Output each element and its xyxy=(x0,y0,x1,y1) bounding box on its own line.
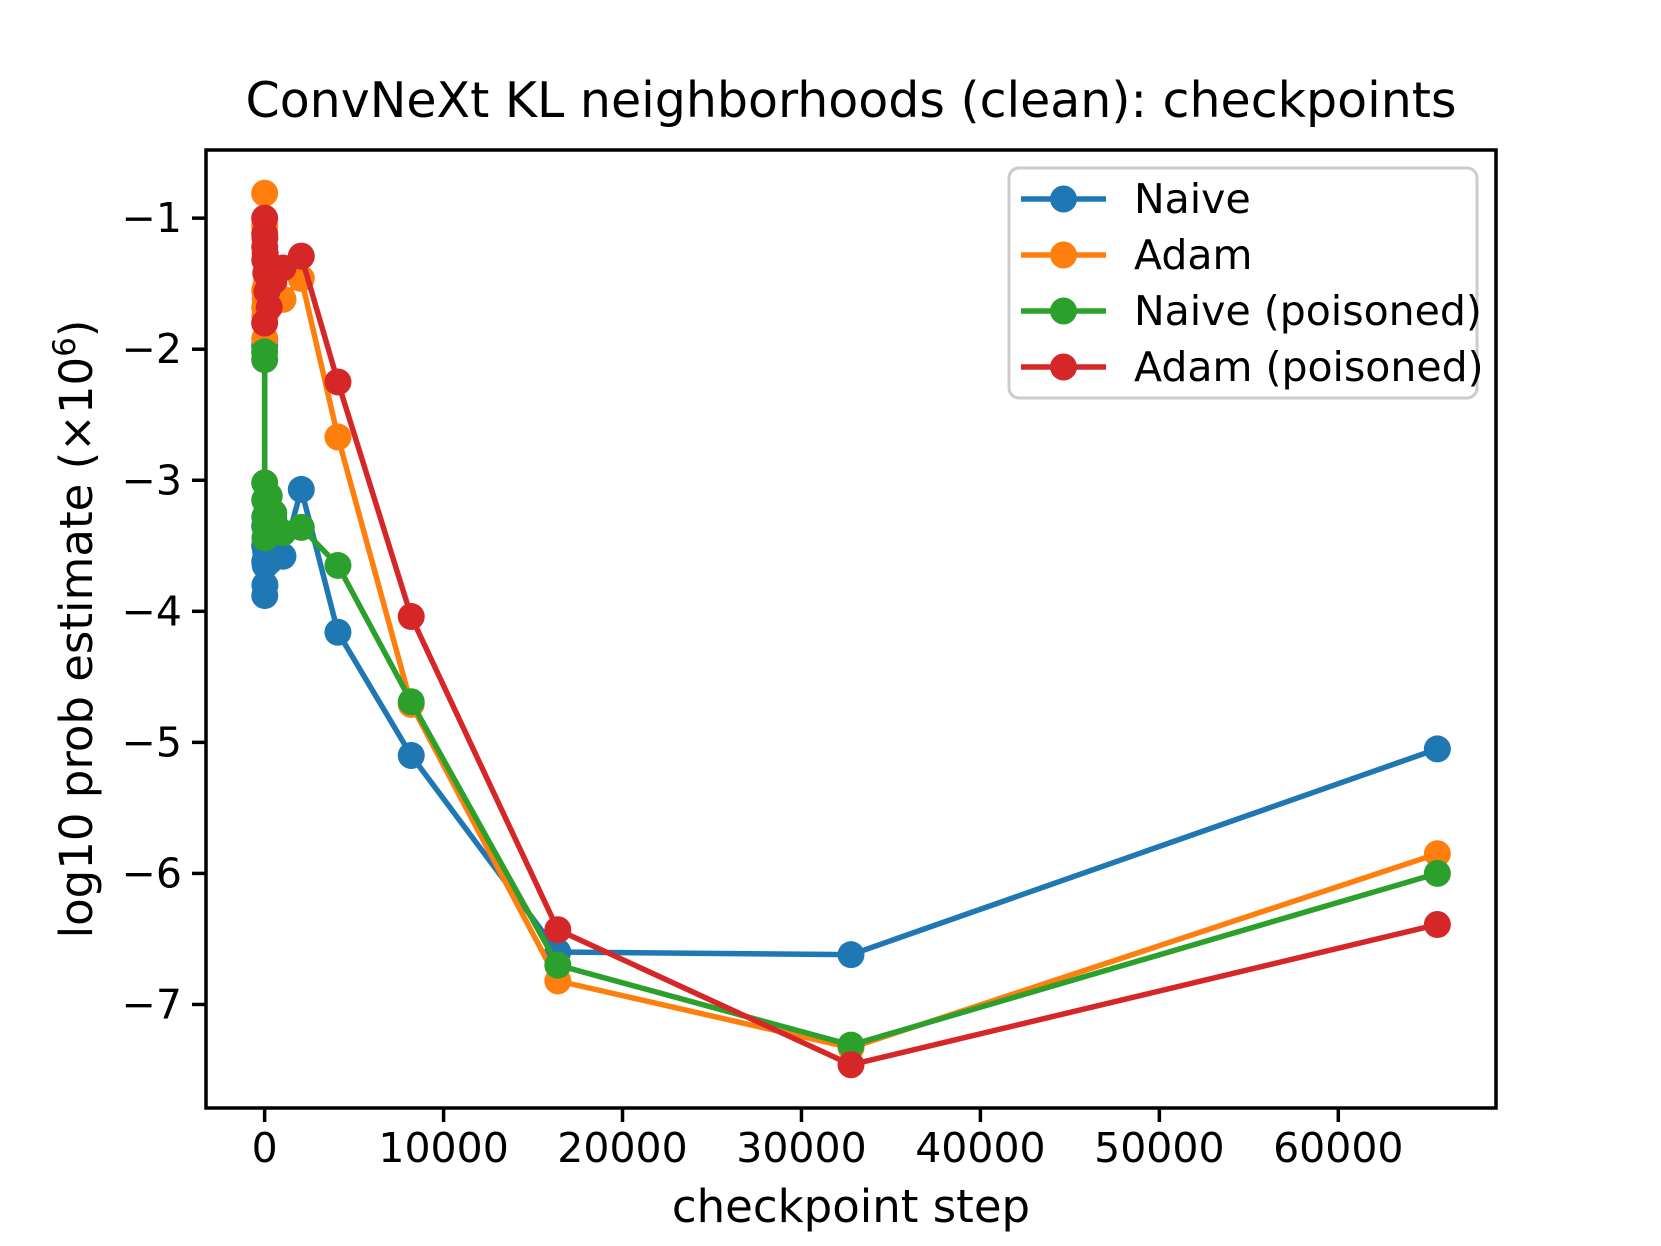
x-tick-label: 20000 xyxy=(557,1124,687,1172)
y-tick-label: −2 xyxy=(122,325,182,373)
y-tick-label: −1 xyxy=(122,194,182,242)
legend-label: Adam xyxy=(1134,231,1252,279)
x-tick-label: 50000 xyxy=(1094,1124,1224,1172)
y-tick-label: −4 xyxy=(122,587,182,635)
y-axis-label-exponent: 6 xyxy=(47,337,83,357)
legend-entry-naive: Naive xyxy=(1021,175,1251,223)
x-axis-label: checkpoint step xyxy=(672,1180,1030,1233)
legend-marker xyxy=(1050,185,1077,213)
x-tick-label: 60000 xyxy=(1273,1124,1403,1172)
axes: 0 10000 20000 30000 40000 50000 60000 −1 −2 −3 −4 −… xyxy=(122,148,1498,1172)
x-tick-label: 10000 xyxy=(378,1124,508,1172)
legend-label: Naive xyxy=(1134,175,1251,223)
y-tick-label: −7 xyxy=(122,980,182,1028)
x-tick-label: 30000 xyxy=(736,1124,866,1172)
data-point-marker xyxy=(324,618,352,646)
legend-entry-naive-poisoned: Naive (poisoned) xyxy=(1021,287,1482,335)
data-point-marker xyxy=(1423,911,1451,939)
data-point-marker xyxy=(397,741,425,769)
legend-marker xyxy=(1050,241,1077,269)
legend-label: Adam (poisoned) xyxy=(1134,343,1484,391)
legend-marker xyxy=(1050,353,1077,381)
data-point-marker xyxy=(255,293,283,321)
y-tick-label: −5 xyxy=(122,718,182,766)
data-point-marker xyxy=(324,423,352,451)
legend-label: Naive (poisoned) xyxy=(1134,287,1482,335)
series-naive-poisoned xyxy=(251,338,1451,1059)
data-point-marker xyxy=(251,346,279,374)
plot-spines xyxy=(204,148,1498,1110)
data-point-marker xyxy=(1423,735,1451,763)
data-point-marker xyxy=(544,951,572,979)
data-point-marker xyxy=(837,1031,865,1059)
y-axis-label: log10 prob estimate (×106) xyxy=(47,320,103,939)
data-point-marker xyxy=(251,571,279,599)
data-point-marker xyxy=(324,551,352,579)
data-point-marker xyxy=(837,1051,865,1079)
y-tick-label: −6 xyxy=(122,849,182,897)
data-point-marker xyxy=(1423,840,1451,868)
y-tick-label: −3 xyxy=(122,456,182,504)
data-point-marker xyxy=(837,941,865,969)
y-axis-label-close: ) xyxy=(50,320,103,338)
legend-frame xyxy=(1007,166,1479,400)
data-point-marker xyxy=(397,688,425,716)
x-tick-label: 0 xyxy=(252,1124,278,1172)
data-point-marker xyxy=(251,179,279,207)
data-point-marker xyxy=(324,368,352,396)
data-point-marker xyxy=(544,916,572,944)
legend-entry-adam: Adam xyxy=(1021,231,1252,279)
series-adam-poisoned xyxy=(251,204,1451,1079)
data-point-marker xyxy=(269,542,297,570)
y-axis-label-base: log10 prob estimate (×10 xyxy=(50,357,103,938)
x-tick-label: 40000 xyxy=(915,1124,1045,1172)
legend: Naive Adam Naive (poisoned) Adam (poisoned) xyxy=(1007,166,1484,400)
data-point-marker xyxy=(397,603,425,631)
data-point-marker xyxy=(287,242,315,270)
chart-title: ConvNeXt KL neighborhoods (clean): check… xyxy=(245,72,1456,129)
legend-entry-adam-poisoned: Adam (poisoned) xyxy=(1021,343,1484,391)
data-point-marker xyxy=(1423,859,1451,887)
data-point-marker xyxy=(287,475,315,503)
legend-marker xyxy=(1050,297,1077,325)
data-point-marker xyxy=(287,513,315,541)
